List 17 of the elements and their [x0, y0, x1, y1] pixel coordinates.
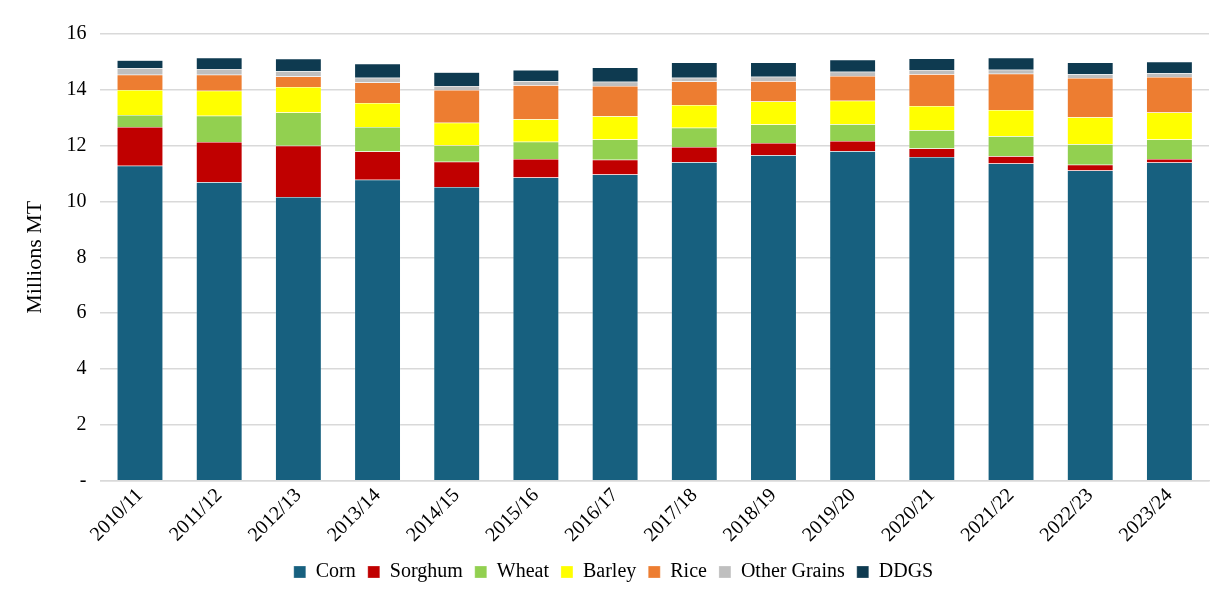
y-tick-label: 6 — [76, 300, 87, 323]
y-tick-label: 8 — [76, 244, 87, 267]
y-tick-label: 2 — [76, 412, 87, 435]
y-tick-label: 12 — [66, 132, 87, 155]
legend-label: DDGS — [878, 559, 934, 582]
y-tick-label: 14 — [66, 77, 87, 100]
legend-label: Other Grains — [740, 559, 845, 582]
y-tick-label: - — [79, 467, 87, 490]
y-axis-title: Millions MT — [20, 200, 46, 314]
legend-label: Rice — [670, 559, 708, 582]
legend-label: Wheat — [496, 559, 550, 582]
legend-label: Corn — [315, 559, 356, 582]
y-tick-label: 16 — [66, 21, 87, 44]
legend-label: Barley — [582, 559, 637, 583]
y-tick-label: 10 — [66, 188, 87, 211]
y-tick-label: 4 — [76, 356, 87, 379]
legend-label: Sorghum — [389, 559, 464, 583]
